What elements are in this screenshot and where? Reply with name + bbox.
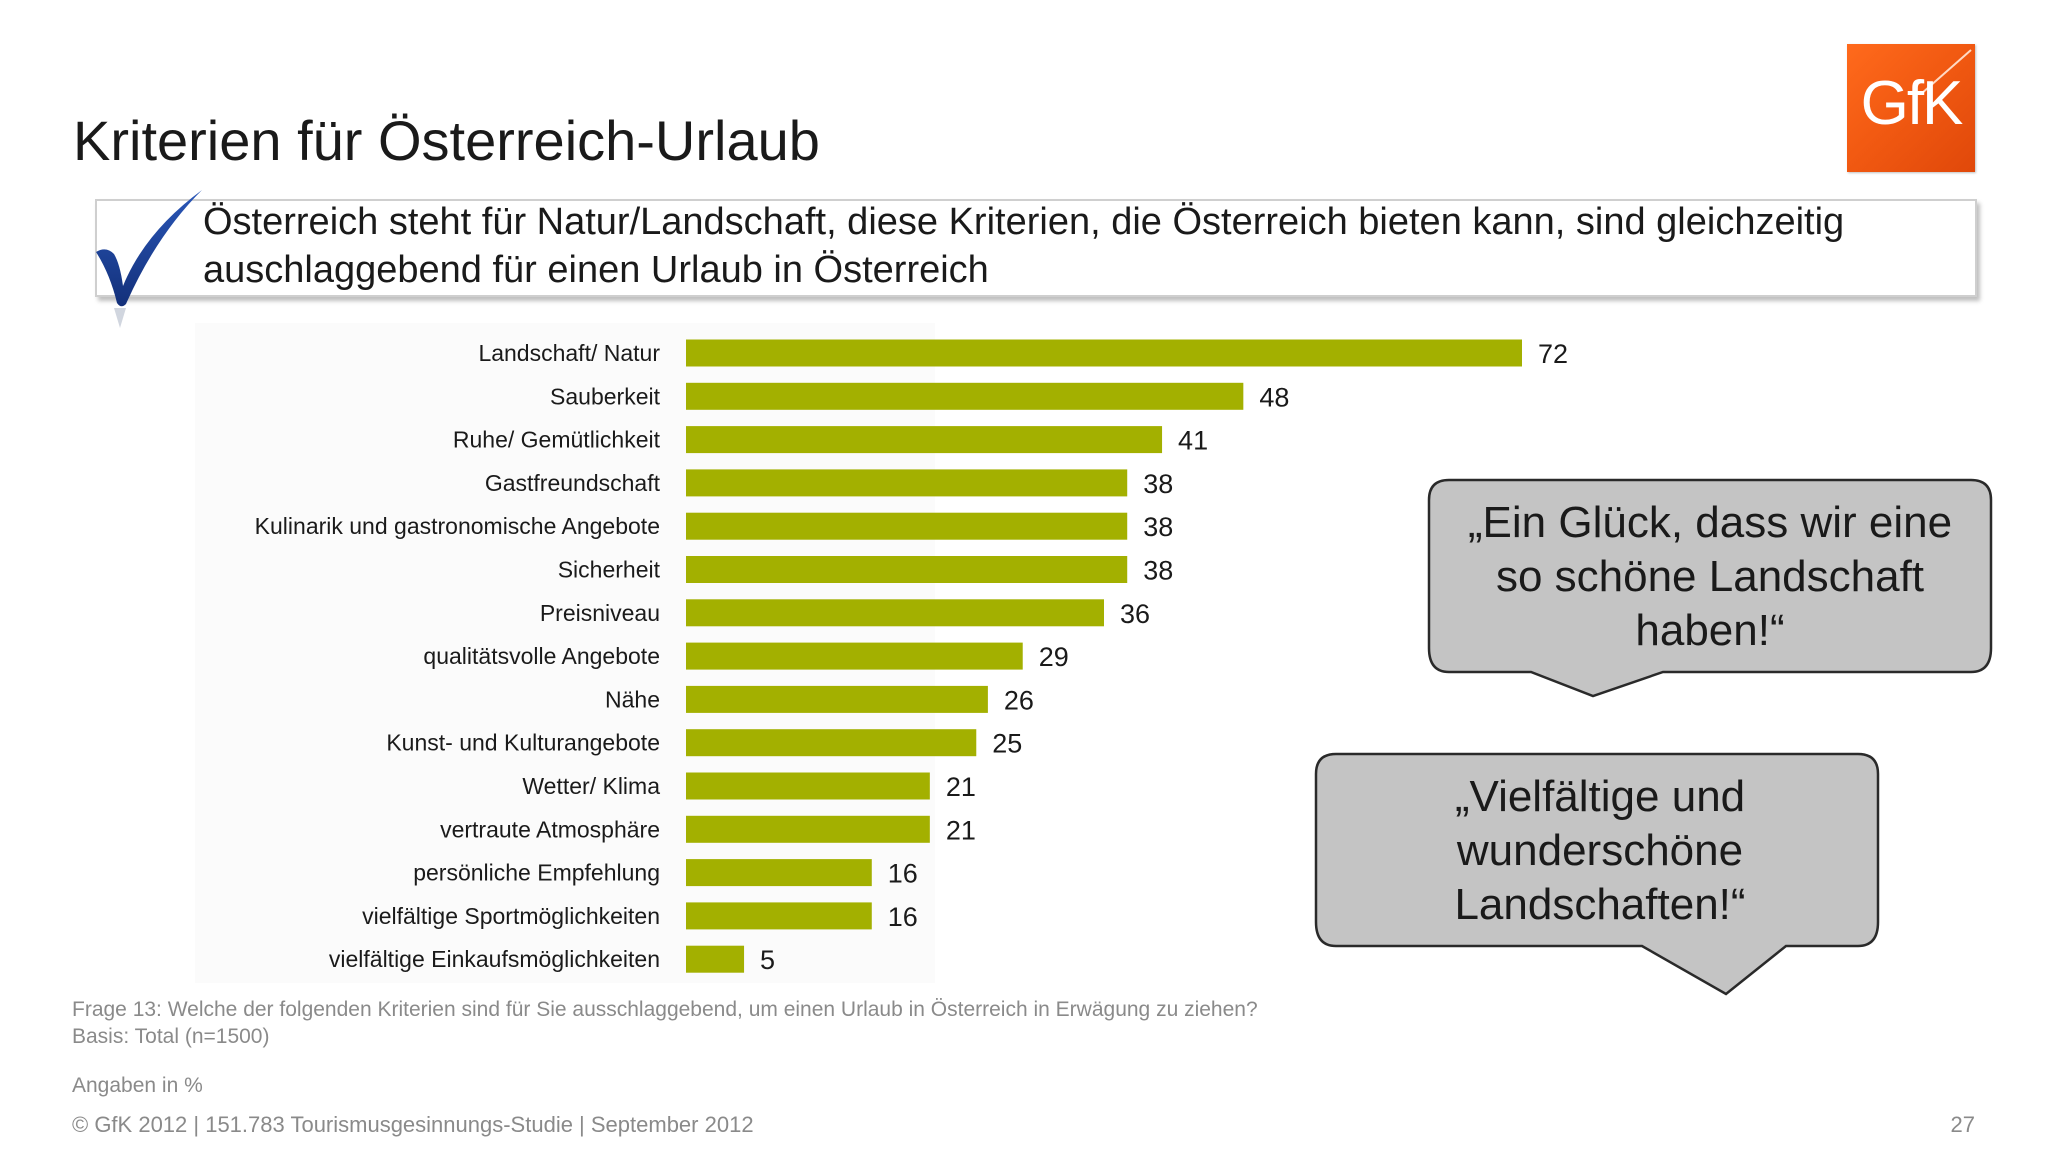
unit-note: Angaben in % xyxy=(72,1074,203,1097)
category-label: vielfältige Einkaufsmöglichkeiten xyxy=(329,946,660,972)
question-note: Frage 13: Welche der folgenden Kriterien… xyxy=(72,998,1258,1021)
quote-bubble-2 xyxy=(1312,752,1882,1007)
category-label: Kunst- und Kulturangebote xyxy=(386,730,660,756)
quote-text-2: „Vielfältige und wunderschöne Landschaft… xyxy=(1454,772,1746,929)
basis-note: Basis: Total (n=1500) xyxy=(72,1025,270,1048)
quote-bubble-1 xyxy=(1425,478,1995,705)
bar xyxy=(686,772,930,800)
gfk-logo-text: GfK xyxy=(1860,69,1964,138)
bar xyxy=(686,945,745,973)
bar xyxy=(686,382,1244,410)
bar xyxy=(686,469,1128,497)
footer-text: © GfK 2012 | 151.783 Tourismusgesinnungs… xyxy=(72,1112,754,1137)
value-label: 41 xyxy=(1178,426,1208,456)
gfk-logo: GfK xyxy=(1847,44,1975,172)
value-label: 29 xyxy=(1039,642,1069,672)
value-label: 48 xyxy=(1259,382,1289,412)
value-label: 21 xyxy=(946,772,976,802)
quote-text-1: „Ein Glück, dass wir eine so schöne Land… xyxy=(1467,498,1953,655)
value-label: 5 xyxy=(760,945,775,975)
value-label: 72 xyxy=(1538,339,1568,369)
bar xyxy=(686,339,1522,367)
bar xyxy=(686,859,872,887)
bar xyxy=(686,556,1128,583)
bar xyxy=(686,902,872,930)
page-number: 27 xyxy=(1950,1112,1975,1137)
checkmark-icon xyxy=(90,188,210,343)
value-label: 26 xyxy=(1004,685,1034,715)
bar xyxy=(686,815,930,843)
bar xyxy=(686,512,1128,540)
category-label: Wetter/ Klima xyxy=(522,773,660,799)
bar xyxy=(686,729,977,757)
value-label: 36 xyxy=(1120,599,1150,629)
value-label: 38 xyxy=(1143,512,1173,542)
headline-box xyxy=(95,199,1977,297)
category-label: Landschaft/ Natur xyxy=(478,340,660,366)
category-label: Nähe xyxy=(605,686,660,712)
bar xyxy=(686,599,1104,627)
value-label: 16 xyxy=(888,859,918,889)
category-label: qualitätsvolle Angebote xyxy=(423,643,660,669)
category-label: Kulinarik und gastronomische Angebote xyxy=(255,513,660,539)
category-label: vielfältige Sportmöglichkeiten xyxy=(362,903,660,929)
category-label: persönliche Empfehlung xyxy=(413,860,660,886)
value-label: 38 xyxy=(1143,556,1173,586)
bar xyxy=(686,642,1023,670)
value-label: 21 xyxy=(946,815,976,845)
category-label: Sauberkeit xyxy=(550,383,661,409)
bar xyxy=(686,685,988,713)
category-label: Sicherheit xyxy=(558,557,661,583)
headline-text: Österreich steht für Natur/Landschaft, d… xyxy=(203,201,1845,291)
bar xyxy=(686,426,1163,454)
value-label: 38 xyxy=(1143,469,1173,499)
category-label: Preisniveau xyxy=(540,600,660,626)
category-label: Ruhe/ Gemütlichkeit xyxy=(453,427,661,453)
slide-title: Kriterien für Österreich-Urlaub xyxy=(73,109,820,172)
value-label: 16 xyxy=(888,902,918,932)
value-label: 25 xyxy=(992,729,1022,759)
category-label: Gastfreundschaft xyxy=(485,470,661,496)
category-label: vertraute Atmosphäre xyxy=(440,816,660,842)
